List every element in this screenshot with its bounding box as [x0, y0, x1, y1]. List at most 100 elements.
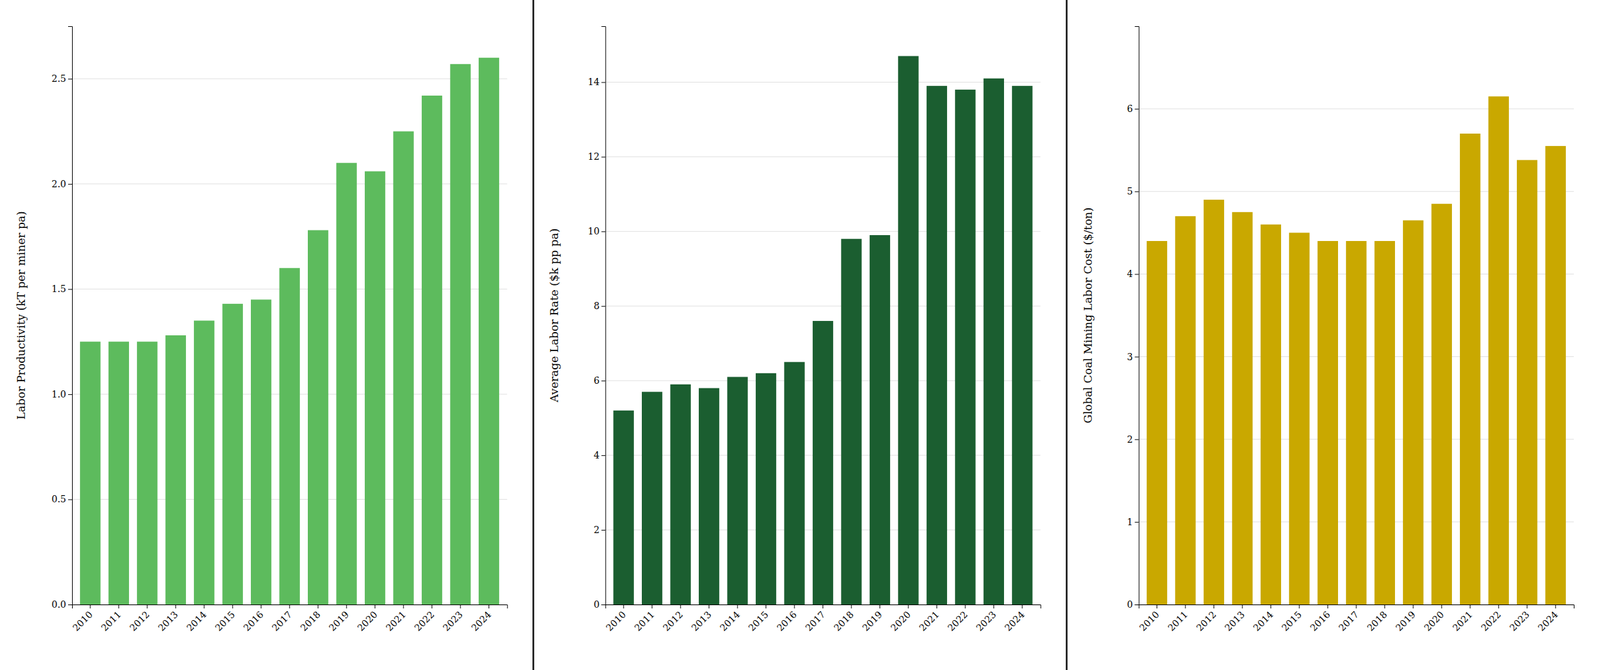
y-tick: 6 [1127, 103, 1139, 114]
x-tick-label: 2014 [184, 609, 209, 634]
y-tick-label: 6 [593, 375, 600, 386]
x-tick: 2012 [660, 604, 686, 634]
y-tick-label: 0 [593, 599, 600, 610]
y-tick-mark [1134, 356, 1139, 358]
y-tick-mark [68, 184, 73, 185]
y-tick: 1.0 [51, 389, 73, 400]
x-tick-mark [623, 604, 625, 609]
y-tick: 12 [588, 151, 606, 162]
y-tick-mark [601, 231, 606, 232]
x-tick: 2012 [1193, 604, 1219, 634]
x-tick-label: 2010 [1136, 609, 1162, 634]
x-tick: 2022 [1478, 604, 1504, 634]
x-tick-mark [203, 604, 205, 609]
bar [954, 89, 976, 605]
bar [136, 341, 158, 605]
y-tick-mark [601, 529, 606, 531]
x-tick-mark [232, 604, 234, 609]
bar [1545, 146, 1566, 605]
x-tick-mark [1021, 604, 1023, 609]
y-tick-label: 8 [593, 300, 600, 312]
y-tick-label: 0.5 [51, 493, 67, 505]
x-tick-mark [993, 604, 995, 609]
y-tick-label: 2 [1127, 434, 1134, 445]
bar [698, 388, 720, 605]
y-tick: 0.0 [51, 599, 73, 610]
y-tick: 0.5 [51, 493, 73, 505]
x-tick-mark [1469, 604, 1471, 609]
y-tick-label: 3 [1127, 351, 1134, 363]
x-tick-mark [175, 604, 177, 609]
x-tick-label: 2019 [1393, 609, 1418, 634]
bar [1231, 212, 1253, 605]
bar [1288, 232, 1310, 605]
x-tick: 2011 [632, 604, 657, 634]
bar [193, 320, 215, 605]
bar [364, 171, 386, 605]
y-axis-line [601, 26, 606, 606]
y-tick-mark [68, 78, 73, 80]
y-tick-label: 12 [588, 151, 600, 162]
x-tick-label: 2011 [632, 609, 657, 634]
bars [1146, 96, 1566, 605]
x-tick: 2023 [973, 604, 999, 634]
x-tick-label: 2021 [383, 609, 409, 634]
x-tick-label: 2016 [1307, 609, 1333, 634]
grid-line [72, 78, 507, 80]
y-tick-label: 4 [593, 449, 600, 461]
bar [1488, 96, 1509, 605]
x-tick: 2022 [412, 604, 437, 634]
x-tick: 2011 [98, 604, 124, 634]
x-tick: 2023 [1507, 604, 1532, 634]
y-tick-label: 2.5 [51, 73, 67, 84]
x-tick-label: 2014 [717, 609, 743, 634]
x-tick-label: 2013 [1222, 609, 1247, 634]
y-tick: 14 [588, 76, 606, 88]
x-tick-label: 2020 [1421, 609, 1447, 634]
y-tick-label: 6 [1127, 103, 1134, 114]
bar [307, 229, 329, 605]
x-tick: 2019 [1393, 604, 1418, 634]
x-tick-label: 2015 [1279, 609, 1304, 634]
y-axis: 0.00.51.01.52.02.5 [51, 26, 73, 610]
x-tick: 2016 [1307, 604, 1333, 634]
y-tick-mark [68, 499, 73, 500]
bar [726, 376, 748, 605]
y-axis: 0123456 [1127, 26, 1139, 610]
y-tick-mark [1134, 521, 1139, 523]
grid-line [605, 81, 1041, 83]
y-axis-title: Average Labor Rate ($k pp pa) [547, 228, 561, 404]
y-tick-mark [1134, 273, 1139, 275]
panel: 0246810121420102011201220132014201520162… [547, 26, 1041, 634]
y-tick: 2 [1127, 434, 1139, 445]
x-tick-mark [488, 604, 490, 609]
bar [222, 303, 243, 605]
y-tick-mark [601, 156, 606, 158]
y-tick-label: 1.0 [51, 389, 67, 400]
x-tick-mark [680, 604, 682, 609]
x-tick: 2011 [1165, 604, 1191, 634]
x-tick-label: 2023 [440, 609, 466, 634]
y-tick-label: 2.0 [51, 178, 67, 190]
x-tick-label: 2023 [1507, 609, 1532, 634]
bar [613, 410, 634, 605]
x-tick-mark [1526, 604, 1528, 609]
y-tick-label: 4 [1127, 268, 1134, 280]
x-tick-mark [1384, 604, 1386, 609]
x-tick: 2017 [1336, 604, 1361, 634]
x-tick: 2013 [155, 604, 181, 634]
x-tick: 2017 [269, 604, 295, 634]
y-tick: 0 [1127, 599, 1139, 610]
x-tick-label: 2022 [1478, 609, 1504, 634]
y-tick: 0 [593, 599, 606, 610]
bar [783, 362, 805, 605]
bar [1011, 85, 1033, 605]
separator [532, 0, 535, 670]
x-tick-label: 2016 [241, 609, 266, 634]
x-tick-mark [1213, 604, 1215, 609]
x-tick-mark [374, 604, 376, 609]
x-tick-label: 2018 [298, 609, 323, 634]
x-tick-mark [1270, 604, 1272, 609]
x-tick: 2019 [326, 604, 352, 634]
x-tick: 2013 [1222, 604, 1247, 634]
